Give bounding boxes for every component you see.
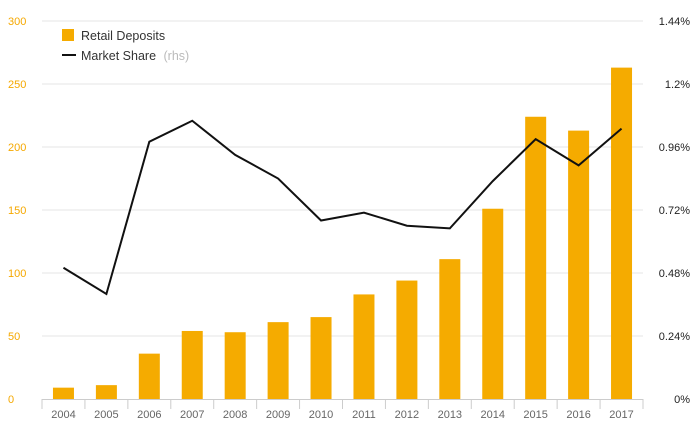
bar-2010	[310, 317, 332, 399]
legend-label-market-share: Market Share (rhs)	[81, 49, 189, 63]
bar-2008	[224, 332, 246, 399]
left-tick-label: 200	[8, 142, 26, 154]
right-tick-label: 0.48%	[659, 268, 690, 280]
right-tick-label: 1.44%	[659, 16, 690, 28]
bar-2017	[611, 67, 633, 400]
market-share-line	[62, 119, 623, 296]
legend: Retail Deposits Market Share (rhs)	[62, 29, 189, 63]
x-tick-label: 2016	[566, 409, 590, 421]
right-tick-label: 0.24%	[659, 331, 690, 343]
x-tick-label: 2012	[395, 409, 419, 421]
legend-label-retail-deposits: Retail Deposits	[81, 29, 165, 43]
x-tick-label: 2010	[309, 409, 333, 421]
right-tick-label: 0%	[674, 394, 690, 406]
bar-2006	[138, 353, 160, 399]
x-tick-label: 2014	[481, 409, 505, 421]
right-tick-label: 0.96%	[659, 142, 690, 154]
right-tick-label: 0.72%	[659, 205, 690, 217]
bar-2011	[353, 294, 375, 399]
left-tick-label: 300	[8, 16, 26, 28]
bar-2015	[525, 116, 547, 399]
bar-2009	[267, 322, 289, 399]
bar-series-retail-deposits	[52, 67, 633, 400]
bar-2013	[439, 259, 461, 399]
x-tick-label: 2013	[438, 409, 462, 421]
x-tick-label: 2005	[94, 409, 118, 421]
x-tick-label: 2008	[223, 409, 247, 421]
x-axis: 2004 2005 2006 2007 2008 2009 2010 2011 2012 2013…	[41, 399, 644, 421]
right-axis: 0% 0.24% 0.48% 0.72% 0.96% 1.2% 1.44%	[659, 16, 690, 406]
line-series-market-share	[62, 119, 623, 296]
left-tick-label: 0	[8, 394, 14, 406]
x-tick-label: 2015	[523, 409, 547, 421]
bar-2016	[568, 130, 590, 399]
x-tick-label: 2007	[180, 409, 204, 421]
bar-2014	[482, 208, 504, 399]
left-tick-label: 150	[8, 205, 26, 217]
x-tick-label: 2017	[609, 409, 633, 421]
left-tick-label: 100	[8, 268, 26, 280]
left-axis: 0 50 100 150 200 250 300	[8, 16, 26, 406]
bar-2012	[396, 280, 418, 399]
left-tick-label: 250	[8, 79, 26, 91]
x-tick-label: 2004	[51, 409, 75, 421]
x-tick-label: 2009	[266, 409, 290, 421]
gridlines	[42, 20, 643, 337]
bar-2007	[181, 330, 203, 399]
bar-2004	[52, 387, 74, 399]
bar-2005	[95, 385, 117, 399]
x-tick-label: 2006	[137, 409, 161, 421]
legend-swatch-retail-deposits	[62, 29, 74, 41]
right-tick-label: 1.2%	[665, 79, 690, 91]
left-tick-label: 50	[8, 331, 20, 343]
x-tick-label: 2011	[352, 409, 376, 421]
